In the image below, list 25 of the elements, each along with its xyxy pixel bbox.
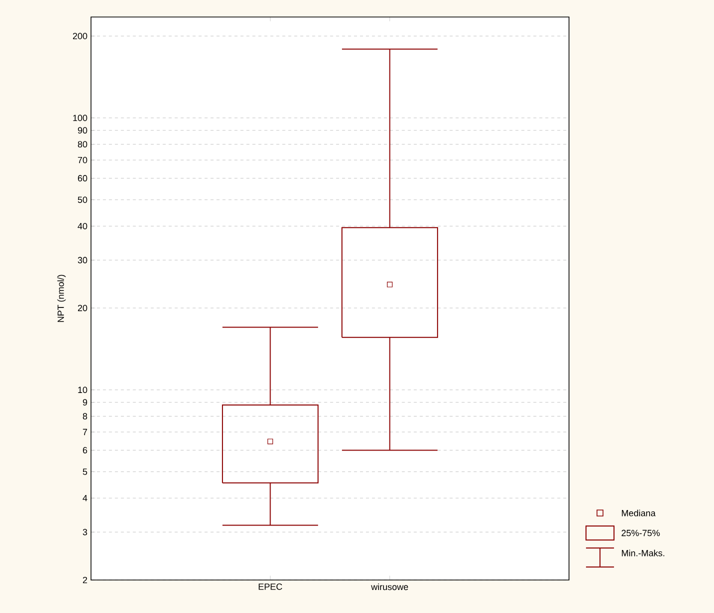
y-tick-label: 3	[82, 528, 88, 536]
y-tick-label: 9	[82, 399, 88, 406]
y-tick-label: 8	[82, 413, 88, 420]
y-tick-label: 100	[73, 114, 88, 122]
y-tick-label: 6	[82, 447, 88, 454]
y-tick-label: 200	[72, 32, 88, 40]
x-tick-label: wirusowe	[371, 584, 408, 590]
y-tick-label: 40	[78, 222, 88, 230]
x-tick-label: EPEC	[258, 584, 282, 590]
y-tick-label: 80	[78, 141, 88, 148]
text: 25%-75%	[622, 530, 660, 536]
y-tick-label: 5	[82, 468, 88, 475]
y-tick-label: 50	[78, 196, 88, 203]
y-axis-title: NPT (nmol/)	[57, 274, 66, 322]
text: Mediana	[622, 510, 656, 516]
y-tick-label: 2	[82, 576, 88, 584]
y-tick-label: 7	[82, 428, 88, 436]
y-tick-label: 20	[78, 304, 88, 312]
y-tick-label: 90	[78, 127, 88, 134]
y-tick-label: 4	[82, 495, 88, 502]
y-tick-label: 10	[78, 386, 88, 394]
y-tick-label: 70	[78, 156, 88, 164]
y-tick-label: 30	[78, 256, 88, 264]
y-tick-label: 60	[78, 175, 88, 182]
text: Min.-Maks.	[622, 550, 664, 556]
